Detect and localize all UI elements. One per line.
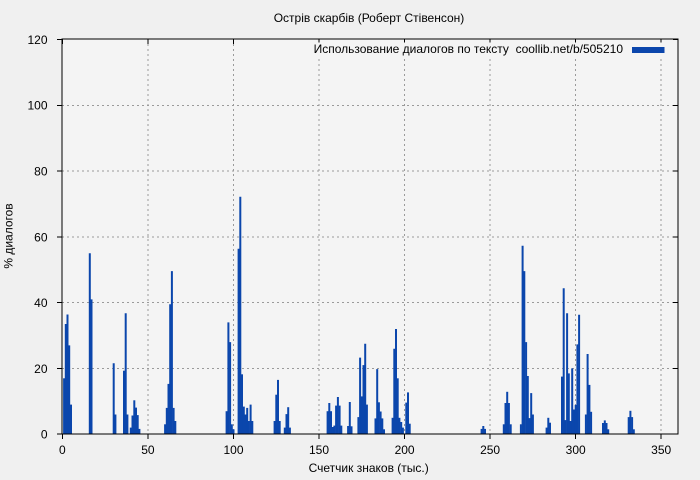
svg-text:% диалогов: % диалогов [1,203,15,268]
svg-text:80: 80 [34,165,48,179]
svg-text:120: 120 [27,33,47,47]
svg-text:100: 100 [223,443,243,457]
svg-text:Острів скарбів (Роберт Стівенс: Острів скарбів (Роберт Стівенсон) [274,11,465,25]
svg-text:Счетчик знаков (тыс.): Счетчик знаков (тыс.) [309,461,429,475]
svg-text:300: 300 [566,443,586,457]
svg-text:20: 20 [34,362,48,376]
svg-text:250: 250 [480,443,500,457]
svg-text:60: 60 [34,230,48,244]
svg-text:100: 100 [27,99,47,113]
svg-text:200: 200 [395,443,415,457]
svg-text:0: 0 [41,428,48,442]
svg-text:150: 150 [309,443,329,457]
svg-text:40: 40 [34,296,48,310]
svg-text:50: 50 [141,443,155,457]
svg-text:350: 350 [651,443,671,457]
svg-text:0: 0 [59,443,66,457]
svg-text:Использование диалогов по текс: Использование диалогов по тексту coollib… [314,42,624,56]
